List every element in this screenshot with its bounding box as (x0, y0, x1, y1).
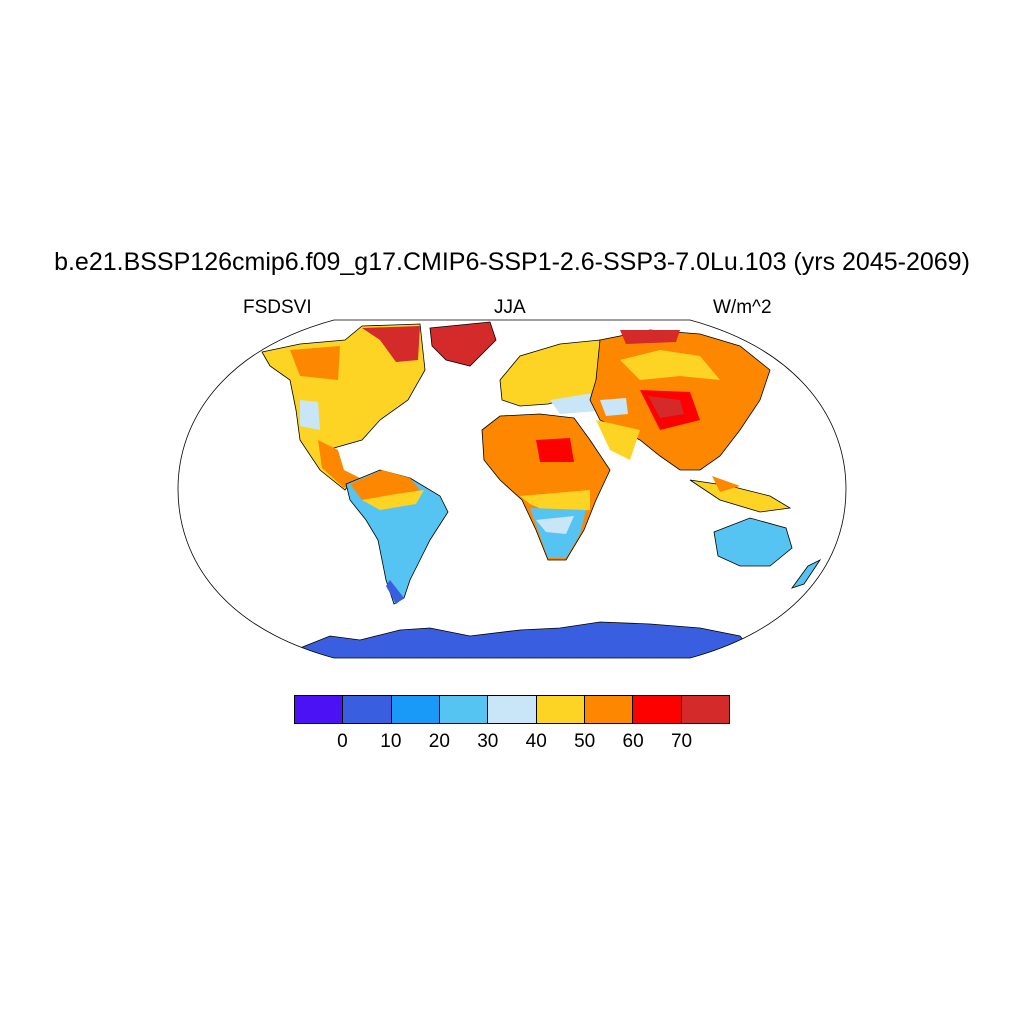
colorbar-label: 40 (525, 731, 547, 752)
colorbar-label: 60 (622, 731, 644, 752)
greenland (429, 321, 497, 367)
new-zealand (790, 558, 822, 589)
map-border (177, 319, 847, 659)
australia (713, 517, 793, 567)
colorbar-box (439, 696, 489, 723)
colorbar-box (584, 696, 634, 723)
colorbar-box (488, 696, 537, 723)
maritime-continent (689, 479, 792, 513)
plot-title: b.e21.BSSP126cmip6.f09_g17.CMIP6-SSP1-2.… (54, 248, 970, 276)
colorbar-box (295, 696, 344, 723)
antarctica (278, 621, 761, 658)
colorbar (294, 695, 730, 724)
colorbar-label: 0 (337, 731, 348, 752)
colorbar-box (536, 696, 585, 723)
colorbar-box (681, 696, 729, 723)
colorbar-box (391, 696, 440, 723)
colorbar-box (343, 696, 392, 723)
colorbar-label: 50 (574, 731, 596, 752)
season-label: JJA (494, 297, 526, 318)
variable-name: FSDSVI (243, 297, 312, 318)
units-label: W/m^2 (713, 297, 772, 318)
colorbar-label: 20 (428, 731, 450, 752)
colorbar-box (633, 696, 682, 723)
colorbar-label: 30 (477, 731, 499, 752)
colorbar-label: 10 (380, 731, 402, 752)
colorbar-label: 70 (670, 731, 693, 752)
